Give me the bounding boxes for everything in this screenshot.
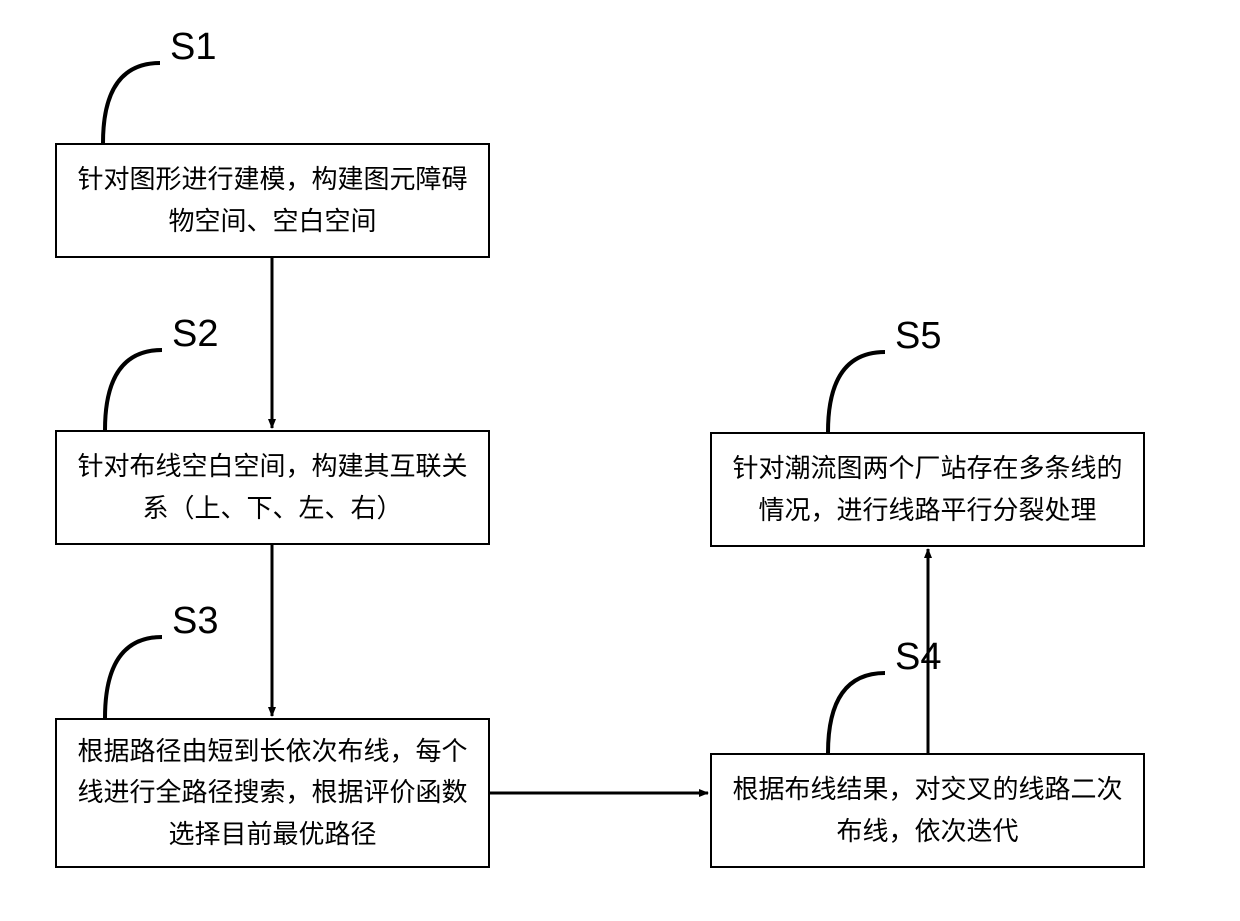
callout-s5	[828, 352, 885, 432]
node-s1: 针对图形进行建模，构建图元障碍物空间、空白空间	[55, 143, 490, 258]
node-s1-text: 针对图形进行建模，构建图元障碍物空间、空白空间	[73, 159, 472, 242]
flowchart-canvas: 针对图形进行建模，构建图元障碍物空间、空白空间 S1 针对布线空白空间，构建其互…	[0, 0, 1240, 921]
label-s5: S5	[895, 315, 941, 358]
node-s2-text: 针对布线空白空间，构建其互联关系（上、下、左、右）	[73, 446, 472, 529]
label-s3: S3	[172, 600, 218, 643]
callout-s3	[105, 637, 162, 718]
label-s2: S2	[172, 313, 218, 356]
node-s3: 根据路径由短到长依次布线，每个线进行全路径搜索，根据评价函数选择目前最优路径	[55, 718, 490, 868]
callout-s4	[828, 673, 885, 753]
callout-s2	[105, 350, 162, 430]
node-s5: 针对潮流图两个厂站存在多条线的情况，进行线路平行分裂处理	[710, 432, 1145, 547]
label-s1: S1	[170, 26, 216, 69]
node-s5-text: 针对潮流图两个厂站存在多条线的情况，进行线路平行分裂处理	[728, 448, 1127, 531]
node-s2: 针对布线空白空间，构建其互联关系（上、下、左、右）	[55, 430, 490, 545]
label-s4: S4	[895, 636, 941, 679]
node-s4: 根据布线结果，对交叉的线路二次布线，依次迭代	[710, 753, 1145, 868]
callout-s1	[103, 63, 160, 143]
node-s4-text: 根据布线结果，对交叉的线路二次布线，依次迭代	[728, 769, 1127, 852]
node-s3-text: 根据路径由短到长依次布线，每个线进行全路径搜索，根据评价函数选择目前最优路径	[73, 731, 472, 856]
